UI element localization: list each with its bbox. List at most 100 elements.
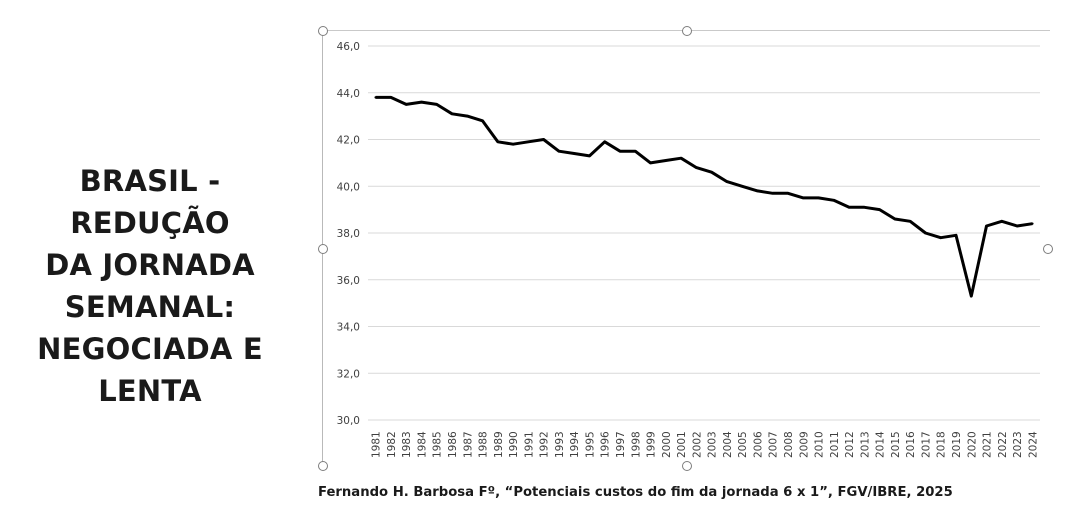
y-tick-label: 34,0 [337, 322, 360, 334]
y-tick-label: 38,0 [337, 228, 360, 240]
x-tick-label: 2017 [920, 431, 932, 458]
x-tick-label: 2012 [844, 431, 856, 458]
data-point [404, 103, 408, 106]
data-point [970, 294, 973, 298]
data-point [863, 206, 866, 209]
title-line: DA JORNADA [45, 248, 255, 282]
x-tick-label: 2003 [707, 431, 719, 458]
chart-frame [322, 30, 1050, 467]
x-tick-label: 2014 [875, 431, 887, 458]
data-point [466, 114, 469, 118]
x-tick-label: 2005 [737, 431, 749, 458]
x-tick-label: 1982 [386, 431, 398, 458]
data-point [878, 208, 881, 211]
resize-handle-middle-right[interactable] [1043, 244, 1053, 254]
slide-title: BRASIL - REDUÇÃO DA JORNADA SEMANAL: NEGOCI… [0, 160, 300, 412]
line-chart: 30,0 32,0 34,0 36,0 38,0 40,0 42,0 44,0 46,0 1981… [337, 41, 1040, 458]
x-tick-label: 2009 [798, 431, 810, 458]
x-tick-label: 1989 [493, 431, 505, 458]
data-point [664, 159, 668, 162]
x-tick-label: 1997 [615, 431, 627, 458]
data-point [832, 199, 836, 202]
data-point [511, 142, 515, 146]
x-tick-label: 1986 [447, 431, 459, 458]
x-tick-label: 2021 [982, 431, 994, 458]
x-tick-label: 2023 [1012, 431, 1024, 458]
data-point [771, 192, 774, 195]
data-point [740, 185, 744, 188]
x-tick-label: 1988 [478, 431, 490, 458]
x-tick-label: 1993 [554, 431, 566, 458]
x-tick-label: 2022 [997, 431, 1009, 458]
data-point [542, 138, 545, 141]
x-tick-label: 2001 [676, 431, 688, 458]
x-tick-label: 2010 [814, 431, 826, 458]
x-tick-label: 2019 [951, 431, 963, 458]
data-point [1031, 222, 1034, 225]
data-point [496, 140, 500, 144]
x-tick-label: 2002 [691, 431, 703, 458]
x-tick-label: 2015 [890, 431, 902, 458]
x-tick-label: 1984 [416, 431, 428, 458]
data-point [450, 112, 454, 115]
x-tick-label: 1999 [646, 431, 658, 458]
x-tick-label: 1992 [539, 431, 551, 458]
x-tick-label: 1987 [462, 431, 474, 458]
x-tick-label: 1994 [569, 431, 581, 458]
x-tick-label: 1981 [371, 431, 383, 458]
x-tick-label: 2006 [752, 431, 764, 458]
data-point [603, 140, 606, 144]
x-tick-label: 2020 [966, 431, 978, 458]
data-point [802, 196, 805, 200]
y-tick-label: 46,0 [337, 41, 360, 53]
x-tick-label: 2013 [859, 431, 871, 458]
x-tick-label: 1998 [630, 431, 642, 458]
data-point [435, 103, 438, 106]
data-point [634, 149, 637, 153]
data-point [389, 96, 393, 99]
data-point [572, 152, 576, 155]
title-line: NEGOCIADA E [37, 332, 263, 366]
data-point [695, 166, 698, 169]
data-point [847, 206, 851, 209]
resize-handle-bottom-left[interactable] [318, 461, 328, 471]
x-tick-label: 1983 [401, 431, 413, 458]
data-point [985, 224, 988, 228]
title-line: SEMANAL: [64, 290, 236, 324]
y-tick-label: 32,0 [337, 368, 360, 380]
resize-handle-top-left[interactable] [318, 26, 328, 36]
data-point [618, 149, 622, 153]
x-tick-label: 2016 [905, 431, 917, 458]
y-tick-label: 42,0 [337, 135, 360, 147]
y-tick-label: 36,0 [337, 275, 360, 287]
data-point [481, 119, 484, 123]
y-tick-label: 30,0 [337, 415, 360, 427]
resize-handle-middle-left[interactable] [318, 244, 328, 254]
x-tick-label: 1995 [584, 431, 596, 458]
x-tick-label: 1985 [432, 431, 444, 458]
data-point [817, 196, 820, 200]
data-point [924, 231, 927, 235]
data-point [1015, 224, 1019, 228]
data-point [893, 217, 897, 221]
y-tick-label: 44,0 [337, 88, 360, 100]
y-tick-label: 40,0 [337, 181, 360, 193]
resize-handle-top-center[interactable] [682, 26, 692, 36]
data-point [374, 96, 377, 99]
title-line: LENTA [98, 374, 202, 408]
resize-handle-bottom-center[interactable] [682, 461, 692, 471]
data-point [420, 100, 423, 104]
data-point [756, 189, 759, 193]
x-tick-label: 2018 [936, 431, 948, 458]
title-line: BRASIL - REDUÇÃO [70, 164, 230, 240]
data-point [649, 161, 652, 165]
x-tick-label: 2000 [661, 431, 673, 458]
x-tick-label: 1996 [600, 431, 612, 458]
x-tick-label: 2024 [1027, 431, 1039, 458]
data-point [954, 234, 958, 237]
data-point [939, 236, 942, 239]
source-caption: Fernando H. Barbosa Fº, “Potenciais cust… [318, 485, 953, 500]
series-line [375, 95, 1033, 298]
x-tick-label: 1991 [523, 431, 535, 458]
x-tick-label: 1990 [508, 431, 520, 458]
